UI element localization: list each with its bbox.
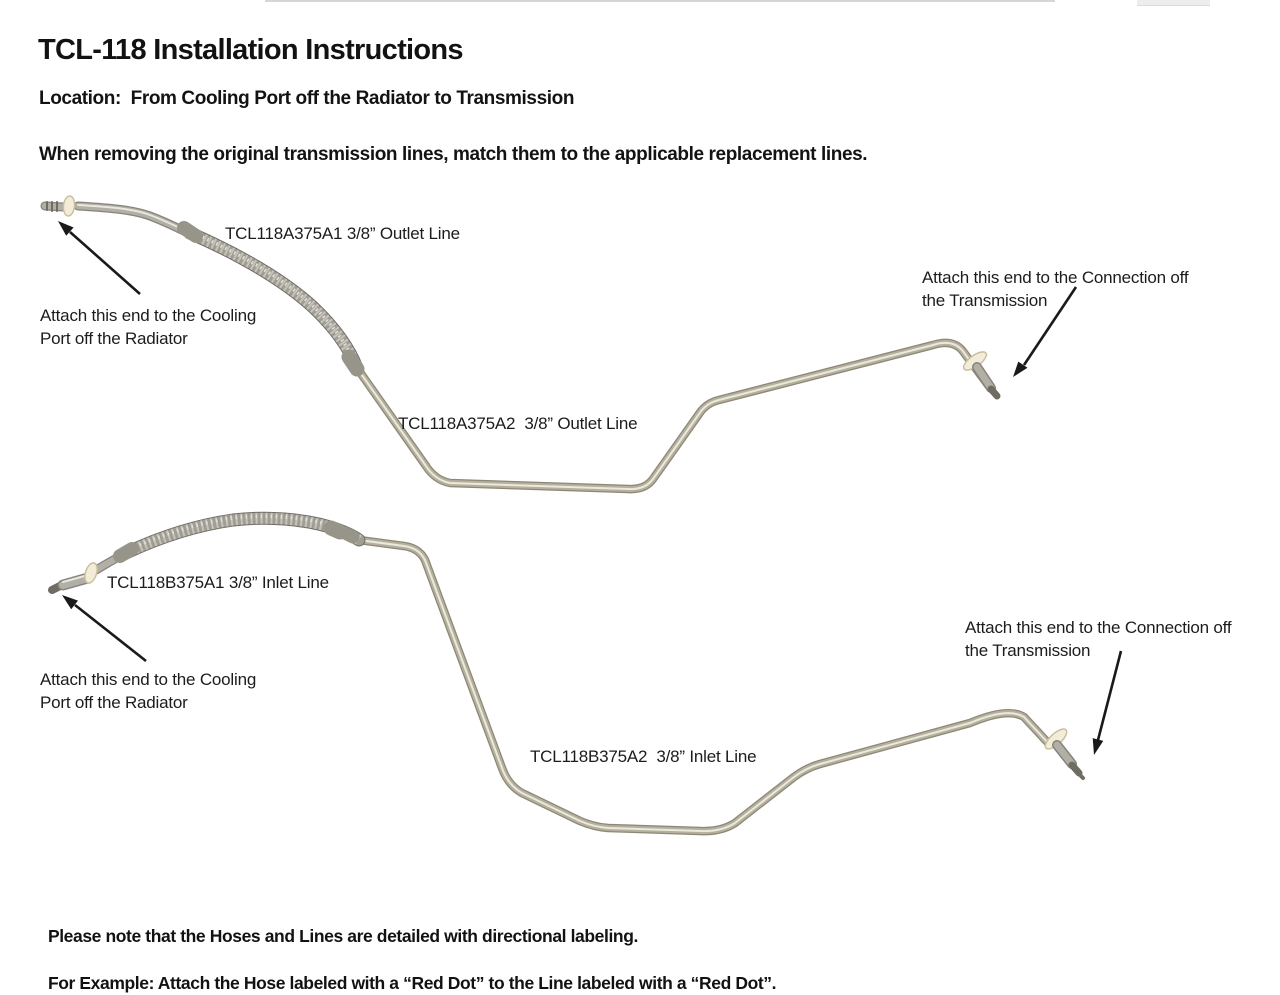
inlet-transmission-note: Attach this end to the Connection off th…	[965, 618, 1232, 660]
outlet-transmission-note: Attach this end to the Connection off th…	[922, 268, 1189, 310]
inlet-hose-crimp-collar-start	[113, 542, 139, 563]
inlet-hard-line	[354, 535, 1055, 836]
location-line: Location: From Cooling Port off the Radi…	[39, 88, 575, 109]
directional-labeling-note-line1: Please note that the Hoses and Lines are…	[47, 925, 638, 946]
inlet-radiator-note: Attach this end to the Cooling Port off …	[40, 670, 257, 712]
inlet-radiator-washer	[84, 562, 98, 584]
instruction-line: When removing the original transmission …	[39, 144, 868, 165]
page-title: TCL-118 Installation Instructions	[38, 34, 464, 66]
inlet-line-photo	[48, 511, 1123, 836]
outlet-hose-label: TCL118A375A1 3/8” Outlet Line	[225, 224, 460, 243]
directional-labeling-note: Please note that the Hoses and Lines are…	[39, 901, 777, 995]
directional-labeling-note-line2: For Example: Attach the Hose labeled wit…	[47, 972, 777, 993]
outlet-radiator-washer	[62, 195, 76, 217]
outlet-transmission-fitting	[962, 351, 1001, 400]
inlet-transmission-fitting	[1044, 728, 1085, 780]
outlet-hose-crimp-collar-end	[341, 349, 365, 377]
outlet-radiator-fitting	[40, 195, 76, 217]
outlet-radiator-note: Attach this end to the Cooling Port off …	[40, 306, 257, 348]
outlet-line-label: TCL118A375A2 3/8” Outlet Line	[398, 414, 638, 433]
outlet-hard-line	[352, 338, 993, 494]
scan-artifact-box	[1137, 0, 1210, 6]
inlet-hose-crimp-collar-end2	[338, 526, 360, 544]
outlet-hose-crimp-collar-start	[177, 221, 203, 243]
inlet-hose-crimp-collar-end1	[323, 520, 348, 540]
inlet-line-label: TCL118B375A2 3/8” Inlet Line	[530, 747, 757, 766]
inlet-radiator-fitting	[48, 562, 98, 594]
scan-artifact-line	[265, 0, 1055, 2]
inlet-braided-hose	[91, 511, 366, 575]
outlet-radiator-arrow	[58, 221, 141, 295]
inlet-hose-label: TCL118B375A1 3/8” Inlet Line	[107, 573, 329, 592]
inlet-radiator-arrow	[62, 595, 147, 663]
outlet-braided-hose	[73, 201, 365, 377]
inlet-transmission-arrow	[1092, 650, 1123, 755]
outlet-line-photo	[40, 195, 1078, 494]
outlet-transmission-arrow	[1013, 286, 1078, 377]
